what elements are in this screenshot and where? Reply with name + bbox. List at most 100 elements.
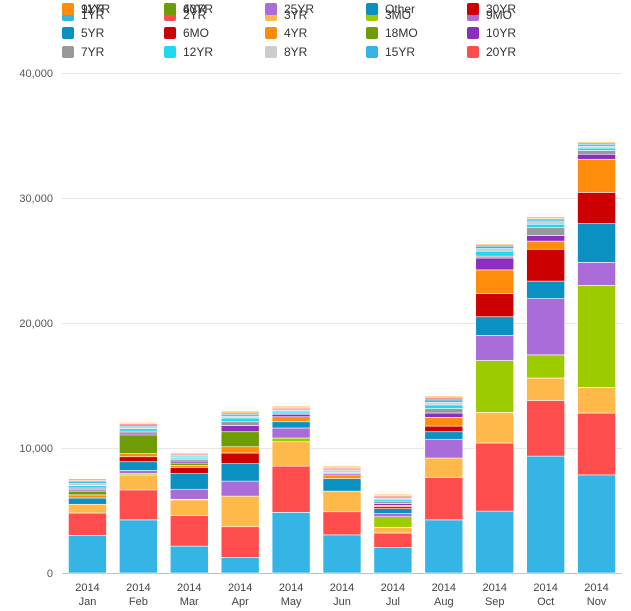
bar-segment-3mo[interactable]: [373, 516, 413, 528]
bar-segment-5yr[interactable]: [373, 508, 413, 514]
legend-item-12yr[interactable]: 12YR: [164, 43, 213, 61]
bar-segment-40yr[interactable]: [68, 474, 107, 476]
bar-segment-40yr[interactable]: [475, 239, 515, 241]
bar-segment-4yr[interactable]: [68, 494, 107, 499]
bar-segment-8yr[interactable]: [424, 402, 464, 406]
legend-item-30yr[interactable]: 30YR: [467, 0, 516, 18]
bar-segment-5yr[interactable]: [526, 280, 565, 299]
bar-segment-40yr[interactable]: [169, 448, 209, 451]
bar-segment-9mo[interactable]: [373, 513, 413, 518]
legend-item-7yr[interactable]: 7YR: [62, 43, 104, 61]
bar-segment-3mo[interactable]: [475, 360, 515, 413]
bar-segment-3mo[interactable]: [271, 437, 311, 443]
bar-segment-2yr[interactable]: [526, 400, 565, 457]
bar-segment-4yr[interactable]: [220, 446, 260, 454]
bar-segment-4yr[interactable]: [424, 417, 464, 427]
bar-segment-40yr[interactable]: [220, 407, 260, 409]
bar-segment-5yr[interactable]: [322, 478, 362, 492]
bar-segment-4yr[interactable]: [475, 269, 515, 294]
bar-segment-7yr[interactable]: [373, 500, 413, 504]
bar-segment-6mo[interactable]: [220, 452, 260, 464]
bar-segment-5yr[interactable]: [424, 431, 464, 440]
bar-segment-1yr[interactable]: [322, 534, 362, 574]
bar-segment-12yr[interactable]: [68, 485, 107, 489]
bar-segment-3yr[interactable]: [220, 495, 260, 528]
bar-segment-6mo[interactable]: [577, 192, 616, 224]
bar-segment-5yr[interactable]: [475, 316, 515, 336]
bar-segment-1yr[interactable]: [577, 474, 616, 574]
bar-segment-1yr[interactable]: [220, 557, 260, 574]
bar-segment-3yr[interactable]: [526, 377, 565, 401]
bar-segment-10yr[interactable]: [526, 235, 565, 242]
bar-segment-5yr[interactable]: [119, 461, 158, 471]
legend-item-20yr[interactable]: 20YR: [467, 43, 516, 61]
bar-segment-6mo[interactable]: [526, 248, 565, 282]
bar-segment-40yr[interactable]: [526, 212, 565, 214]
bar-segment-1yr[interactable]: [373, 547, 413, 574]
bar-segment-40yr[interactable]: [271, 402, 311, 404]
bar-segment-3yr[interactable]: [424, 457, 464, 478]
bar-segment-3yr[interactable]: [169, 499, 209, 516]
bar-segment-6mo[interactable]: [169, 467, 209, 474]
bar-segment-3mo[interactable]: [577, 285, 616, 388]
bar-segment-3yr[interactable]: [68, 503, 107, 514]
bar-segment-2yr[interactable]: [577, 412, 616, 476]
bar-segment-1yr[interactable]: [169, 545, 209, 574]
bar-segment-40yr[interactable]: [119, 418, 158, 420]
bar-segment-9mo[interactable]: [475, 335, 515, 361]
bar-segment-1yr[interactable]: [526, 455, 565, 574]
bar-segment-3yr[interactable]: [577, 387, 616, 414]
legend-item-6mo[interactable]: 6MO: [164, 24, 209, 42]
bar-segment-2yr[interactable]: [424, 477, 464, 521]
bar-segment-6mo[interactable]: [475, 293, 515, 318]
bar-segment-2yr[interactable]: [68, 512, 107, 536]
bar-segment-5yr[interactable]: [220, 463, 260, 482]
bar-segment-40yr[interactable]: [373, 490, 413, 492]
legend-item-15yr[interactable]: 15YR: [366, 43, 415, 61]
legend-item-10yr[interactable]: 10YR: [467, 24, 516, 42]
legend-item-8yr[interactable]: 8YR: [265, 43, 307, 61]
bar-segment-9mo[interactable]: [119, 470, 158, 474]
bar-segment-2yr[interactable]: [119, 489, 158, 521]
bar-segment-4yr[interactable]: [526, 240, 565, 250]
bar-segment-1yr[interactable]: [424, 519, 464, 574]
bar-segment-9mo[interactable]: [577, 262, 616, 286]
bar-segment-9mo[interactable]: [220, 480, 260, 497]
bar-segment-10yr[interactable]: [424, 412, 464, 418]
bar-segment-8yr[interactable]: [526, 221, 565, 225]
bar-segment-9mo[interactable]: [169, 488, 209, 500]
bar-segment-1yr[interactable]: [271, 512, 311, 574]
bar-segment-15yr[interactable]: [475, 245, 515, 249]
bar-segment-15yr[interactable]: [424, 399, 464, 403]
bar-segment-4yr[interactable]: [119, 453, 158, 458]
bar-segment-1yr[interactable]: [119, 519, 158, 574]
bar-segment-5yr[interactable]: [271, 421, 311, 429]
bar-segment-40yr[interactable]: [577, 137, 616, 139]
bar-segment-3yr[interactable]: [271, 441, 311, 467]
bar-segment-12yr[interactable]: [526, 223, 565, 228]
bar-segment-2yr[interactable]: [169, 515, 209, 547]
bar-segment-12yr[interactable]: [424, 404, 464, 409]
bar-segment-4yr[interactable]: [271, 416, 311, 423]
legend-item-25yr[interactable]: 25YR: [265, 0, 314, 18]
bar-segment-2yr[interactable]: [373, 532, 413, 548]
bar-segment-5yr[interactable]: [169, 473, 209, 490]
bar-segment-6mo[interactable]: [119, 456, 158, 463]
bar-segment-9mo[interactable]: [424, 438, 464, 459]
legend-item-40yr[interactable]: 40YR: [164, 0, 213, 18]
legend-item-other[interactable]: Other: [366, 0, 415, 18]
bar-segment-7yr[interactable]: [577, 150, 616, 155]
bar-segment-12yr[interactable]: [119, 428, 158, 432]
bar-segment-10yr[interactable]: [220, 425, 260, 433]
bar-segment-4yr[interactable]: [322, 474, 362, 479]
bar-segment-40yr[interactable]: [322, 462, 362, 464]
bar-segment-5yr[interactable]: [577, 223, 616, 263]
bar-segment-10yr[interactable]: [475, 257, 515, 271]
bar-segment-1yr[interactable]: [475, 510, 515, 574]
bar-segment-18mo[interactable]: [220, 431, 260, 448]
bar-segment-10yr[interactable]: [271, 413, 311, 418]
bar-segment-40yr[interactable]: [424, 392, 464, 394]
bar-segment-3yr[interactable]: [119, 474, 158, 491]
bar-segment-2yr[interactable]: [322, 511, 362, 536]
bar-segment-3mo[interactable]: [526, 354, 565, 379]
